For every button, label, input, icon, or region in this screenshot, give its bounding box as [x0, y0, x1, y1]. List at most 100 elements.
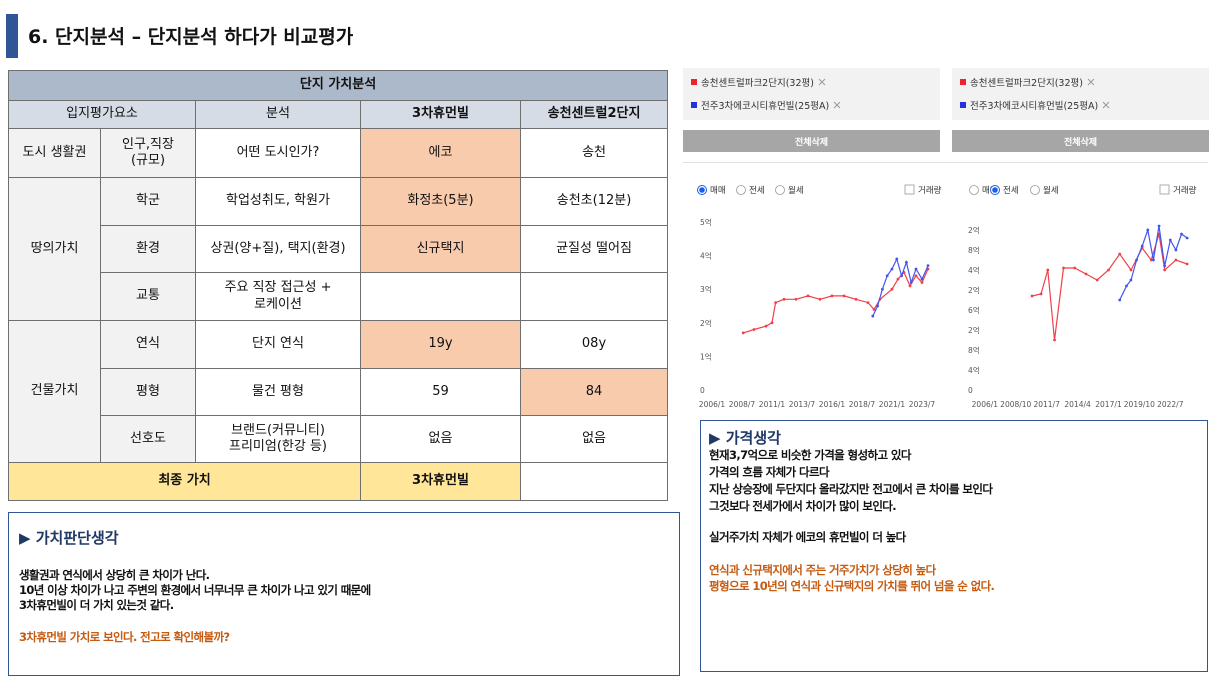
radio-button[interactable]	[969, 185, 979, 195]
price-point	[908, 284, 912, 288]
filter-item[interactable]: 전주3차에코시티휴먼빌(25평A)	[960, 98, 1110, 112]
filter-name: 전주3차에코시티휴먼빌(25평A)	[701, 101, 830, 112]
filter-panel: 송천센트럴파크2단지(32평) 전주3차에코시티휴먼빌(25평A)	[683, 68, 940, 120]
radio-button[interactable]	[1030, 185, 1040, 195]
close-icon[interactable]	[1087, 78, 1095, 86]
checkbox[interactable]	[1159, 184, 1170, 195]
radio-button[interactable]	[736, 185, 746, 195]
close-icon[interactable]	[1102, 101, 1110, 109]
price-point	[1129, 278, 1133, 282]
price-point	[914, 274, 918, 278]
group-cell: 건물가치	[8, 320, 101, 463]
price-point	[1118, 252, 1122, 256]
y-tick-label: 4억	[700, 252, 712, 261]
price-point	[1174, 248, 1178, 252]
factor-cell: 교통	[100, 272, 196, 321]
analysis-cell: 학업성취도, 학원가	[195, 177, 361, 226]
table-title: 단지 가치분석	[7, 70, 669, 101]
y-tick-label: 2억	[968, 326, 980, 335]
price-point	[1174, 258, 1178, 262]
close-icon[interactable]	[833, 101, 841, 109]
y-tick-label: 0	[968, 386, 973, 395]
x-tick-label: 2017/1	[1095, 400, 1122, 409]
price-point	[909, 281, 913, 284]
price-point	[1180, 232, 1183, 236]
price-point	[1095, 278, 1099, 282]
filter-item[interactable]: 송천센트럴파크2단지(32평)	[960, 75, 1095, 89]
filter-item[interactable]: 송천센트럴파크2단지(32평)	[691, 75, 826, 89]
price-point	[752, 328, 756, 331]
y-tick-label: 4억	[968, 366, 980, 375]
price-point	[1135, 258, 1138, 262]
factor-cell: 선호도	[100, 415, 196, 463]
price-point	[881, 287, 884, 291]
value-cell: 에코	[360, 128, 521, 178]
x-tick-label: 2011/1	[759, 400, 786, 409]
price-point	[764, 324, 768, 328]
filter-panel: 송천센트럴파크2단지(32평) 전주3차에코시티휴먼빌(25평A)	[952, 68, 1209, 120]
analysis-cell: 물건 평형	[195, 368, 361, 416]
note-highlight: 평형으로 10년의 연식과 신규택지의 가치를 뛰어 넘을 순 없다.	[709, 579, 995, 593]
y-tick-label: 1억	[700, 352, 712, 361]
note-title: ▶ 가치판단생각	[19, 529, 119, 547]
y-tick-label: 8억	[968, 346, 980, 355]
x-tick-label: 2014/4	[1064, 400, 1091, 409]
note-line: 현재3,7억으로 비슷한 가격을 형성하고 있다	[709, 448, 911, 462]
price-point	[1062, 266, 1065, 270]
column-header: 3차휴먼빌	[360, 100, 521, 129]
price-point	[1046, 268, 1050, 272]
radio-label: 전세	[1003, 185, 1019, 196]
clear-button[interactable]: 전체삭제	[683, 130, 940, 152]
radio-button[interactable]	[775, 185, 785, 195]
color-square	[691, 102, 697, 108]
analysis-cell: 단지 연식	[195, 320, 361, 369]
price-point	[770, 321, 774, 325]
analysis-cell: 브랜드(커뮤니티) 프리미엄(한강 등)	[195, 415, 361, 463]
radio-dot	[699, 187, 705, 193]
x-tick-label: 2006/1	[699, 400, 726, 409]
y-tick-label: 2억	[968, 226, 980, 235]
note-title: ▶ 가격생각	[709, 429, 781, 447]
analysis-cell: 상권(양+질), 택지(환경)	[195, 225, 361, 273]
page-title: 6. 단지분석 – 단지분석 하다가 비교평가	[28, 26, 354, 48]
price-point	[794, 297, 798, 301]
clear-button[interactable]: 전체삭제	[952, 130, 1209, 152]
value-table: 단지 가치분석 입지평가요소 분석 3차휴먼빌 송천센트럴2단지 도시 생활권 …	[7, 70, 669, 501]
filter-name: 송천센트럴파크2단지(32평)	[701, 78, 814, 89]
x-tick-label: 2016/1	[819, 400, 846, 409]
price-point	[866, 301, 870, 305]
price-point	[1073, 266, 1077, 270]
y-tick-label: 0	[700, 386, 705, 395]
price-point	[842, 294, 846, 298]
title-bar	[6, 14, 18, 58]
x-tick-label: 2021/1	[879, 400, 906, 409]
price-point	[900, 274, 903, 278]
price-point	[1149, 258, 1153, 262]
price-point	[1140, 244, 1144, 248]
price-point	[914, 267, 918, 271]
x-tick-label: 2013/7	[789, 400, 816, 409]
price-point	[1185, 262, 1189, 266]
radio-label: 전세	[749, 185, 765, 196]
price-point	[926, 264, 930, 268]
checkbox[interactable]	[904, 184, 915, 195]
value-cell: 균질성 떨어짐	[519, 225, 669, 273]
y-tick-label: 6억	[968, 306, 980, 315]
close-icon[interactable]	[818, 78, 826, 86]
y-tick-label: 8억	[968, 246, 980, 255]
note-line: 가격의 흐름 자체가 다르다	[709, 465, 830, 479]
analysis-cell: 어떤 도시인가?	[195, 128, 361, 178]
radio-label: 매매	[982, 186, 998, 196]
radio-dot	[992, 187, 998, 193]
x-tick-label: 2022/7	[1157, 400, 1184, 409]
filter-item[interactable]: 전주3차에코시티휴먼빌(25평A)	[691, 98, 841, 112]
y-tick-label: 3억	[700, 285, 712, 294]
price-point	[774, 301, 777, 305]
price-point	[1157, 224, 1161, 228]
x-tick-label: 2006/1	[972, 400, 999, 409]
price-line	[743, 268, 929, 334]
empty-cell	[360, 272, 521, 321]
x-tick-label: 2018/7	[849, 400, 876, 409]
y-tick-label: 4억	[968, 266, 980, 275]
